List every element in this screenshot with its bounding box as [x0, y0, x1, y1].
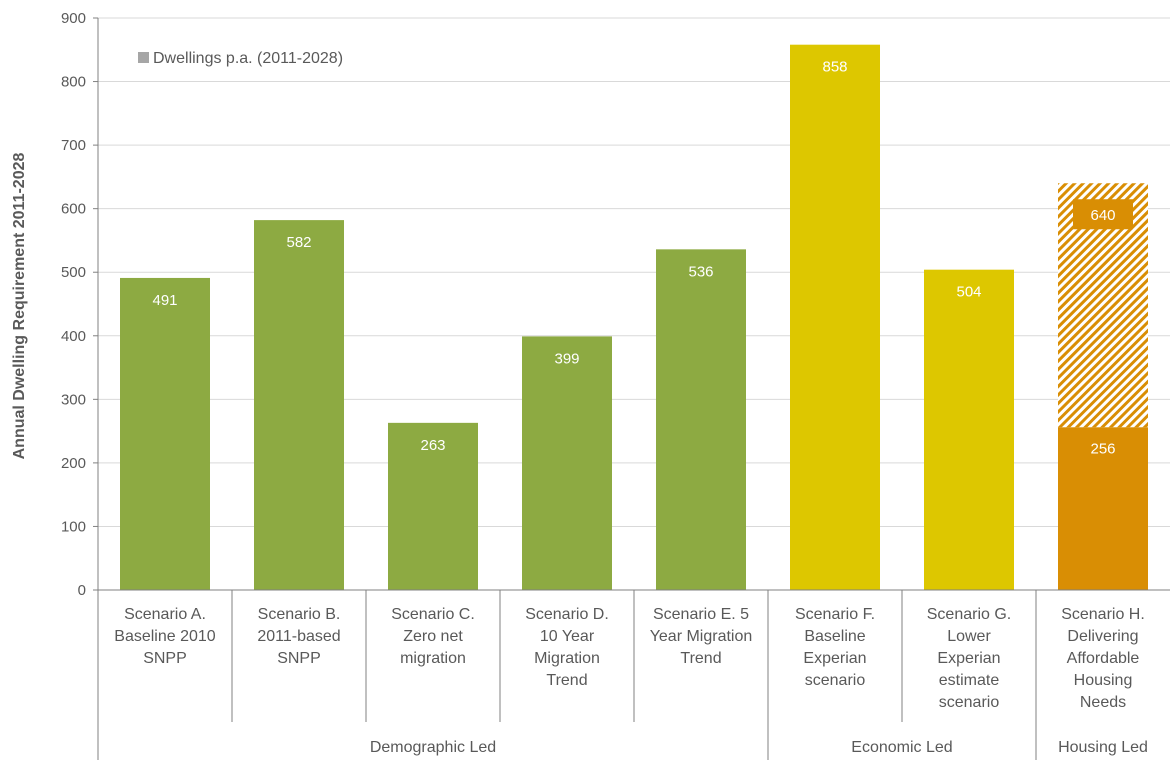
x-category-label: Delivering — [1067, 628, 1138, 645]
bar — [656, 249, 746, 590]
legend: Dwellings p.a. (2011-2028) — [138, 50, 343, 67]
x-category-label: Lower — [947, 628, 991, 645]
data-label: 536 — [688, 263, 713, 280]
y-tick-label: 200 — [61, 455, 86, 472]
x-category-label: Scenario C. — [391, 606, 475, 623]
x-category-label: scenario — [939, 694, 1000, 711]
data-label-lower: 256 — [1090, 440, 1115, 457]
x-category-label: SNPP — [277, 650, 321, 667]
x-category-label: Housing — [1074, 672, 1133, 689]
bar — [388, 422, 478, 590]
y-tick-label: 700 — [61, 137, 86, 154]
bar — [924, 269, 1014, 590]
x-category-label: Scenario H. — [1061, 606, 1145, 623]
x-category-label: Scenario D. — [525, 606, 609, 623]
x-category-label: Scenario A. — [124, 606, 206, 623]
x-category-label: Zero net — [403, 628, 463, 645]
y-tick-label: 0 — [78, 582, 86, 599]
bar — [790, 44, 880, 590]
y-tick-label: 600 — [61, 201, 86, 218]
data-label: 582 — [286, 234, 311, 251]
x-category-label: Trend — [680, 650, 721, 667]
y-axis-ticks: 0 100 200 300 400 500 600 700 800 900 — [61, 10, 98, 599]
legend-label: Dwellings p.a. (2011-2028) — [153, 50, 343, 67]
x-category-label: Experian — [937, 650, 1000, 667]
y-tick-label: 100 — [61, 518, 86, 535]
x-category-label: SNPP — [143, 650, 187, 667]
data-label: 399 — [554, 350, 579, 367]
group-label: Housing Led — [1058, 739, 1148, 756]
bar — [120, 277, 210, 590]
x-category-label: Year Migration — [650, 628, 753, 645]
group-label: Economic Led — [851, 739, 952, 756]
x-category-label: scenario — [805, 672, 866, 689]
bar — [254, 220, 344, 590]
axes — [97, 18, 1170, 760]
data-label-box — [1073, 199, 1133, 230]
data-label: 640 — [1090, 207, 1115, 224]
y-tick-label: 500 — [61, 264, 86, 281]
group-label: Demographic Led — [370, 739, 496, 756]
data-label: 263 — [420, 437, 445, 454]
x-category-label: Affordable — [1067, 650, 1140, 667]
data-label: 491 — [152, 292, 177, 309]
y-tick-label: 900 — [61, 10, 86, 27]
category-labels: Scenario A. Baseline 2010 SNPP Scenario B. 2… — [114, 606, 1145, 711]
legend-swatch — [138, 52, 149, 63]
x-category-label: Scenario F. — [795, 606, 875, 623]
y-axis-title: Annual Dwelling Requirement 2011-2028 — [11, 153, 28, 460]
x-category-label: 10 Year — [540, 628, 595, 645]
x-category-label: Trend — [546, 672, 587, 689]
x-category-label: Needs — [1080, 694, 1126, 711]
data-labels: 491 582 263 399 536 858 504 640 256 — [152, 59, 1133, 457]
x-category-label: Baseline 2010 — [114, 628, 216, 645]
bar — [522, 336, 612, 590]
x-category-label: 2011-based — [257, 628, 340, 645]
bar-lower-segment — [1058, 427, 1148, 590]
y-tick-label: 800 — [61, 74, 86, 91]
y-tick-label: 300 — [61, 391, 86, 408]
x-category-label: Scenario B. — [258, 606, 341, 623]
x-category-label: Baseline — [804, 628, 865, 645]
group-labels: Demographic Led Economic Led Housing Led — [370, 739, 1148, 756]
x-category-label: Scenario G. — [927, 606, 1011, 623]
y-tick-label: 400 — [61, 328, 86, 345]
bars — [120, 44, 1148, 590]
data-label: 858 — [822, 59, 847, 76]
x-category-label: migration — [400, 650, 466, 667]
data-label: 504 — [956, 284, 981, 301]
x-category-label: estimate — [939, 672, 1000, 689]
x-category-label: Scenario E. 5 — [653, 606, 749, 623]
x-category-label: Migration — [534, 650, 600, 667]
x-category-label: Experian — [803, 650, 866, 667]
